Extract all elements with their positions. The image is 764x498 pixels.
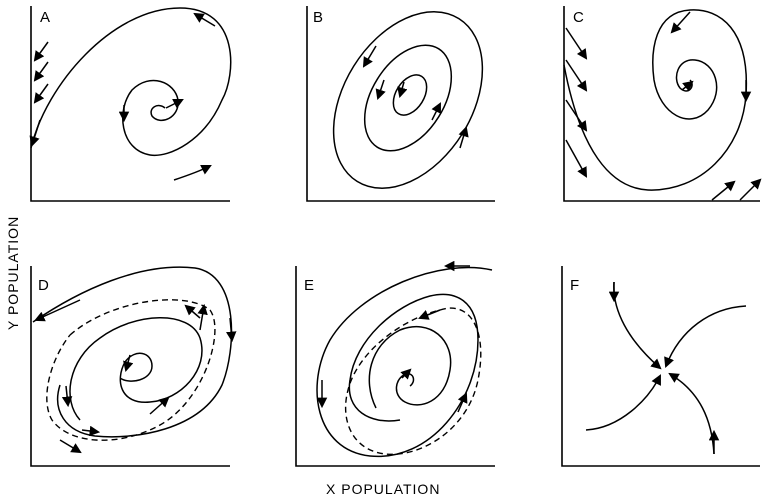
panel-a-axes <box>30 6 230 202</box>
panel-f-trajectory-right <box>664 305 747 368</box>
panel-e: E <box>295 260 495 467</box>
panel-a-arrow-left <box>29 119 41 148</box>
panel-c: C <box>563 6 762 202</box>
panel-e-limit-cycle <box>344 307 482 456</box>
panel-d-arrow-outer-right <box>226 317 237 343</box>
panel-f-letter: F <box>570 277 579 294</box>
panel-b-arrow-middle-right <box>431 102 441 121</box>
panel-a-spiral <box>30 7 232 157</box>
panel-c-edge-arrow-1 <box>565 27 588 60</box>
panel-e-letter: E <box>304 277 314 294</box>
panel-e-axes <box>295 266 495 467</box>
panel-b-arrow-inner <box>397 81 408 99</box>
panel-a-edge-arrow-2 <box>33 61 49 82</box>
x-axis-title: X POPULATION <box>326 481 440 497</box>
panel-d-arrow-mid-right <box>184 304 201 319</box>
y-axis-title: Y POPULATION <box>5 216 21 330</box>
panel-b-orbit-inner <box>392 74 428 116</box>
panel-a-edge-arrow-1 <box>33 41 49 62</box>
panel-d-arrow-outer <box>34 299 81 322</box>
panel-a-arrow-inner <box>165 99 184 109</box>
panel-f-axes <box>561 266 760 467</box>
panel-d-axes <box>30 266 230 467</box>
panel-e-outer-trajectory <box>316 266 493 458</box>
panel-b-arrow-middle <box>375 79 386 100</box>
panel-d-arrow-cycle-4 <box>59 439 82 454</box>
panel-d-arrow-inner <box>123 354 134 373</box>
panel-c-arrow-top <box>670 11 691 34</box>
panel-c-edge-arrow-6 <box>739 178 762 201</box>
panel-f-trajectory-top <box>613 281 662 370</box>
panel-f-trajectory-left <box>585 374 661 431</box>
panel-f: F <box>561 266 760 467</box>
panel-d-letter: D <box>38 277 49 294</box>
panel-d-arrow-cycle-1 <box>197 303 208 331</box>
panel-d: D <box>30 266 237 467</box>
panel-c-spiral <box>563 9 748 191</box>
panel-c-edge-arrow-5 <box>711 180 736 201</box>
panel-b-arrow-outer <box>362 45 377 68</box>
panel-b-axes <box>306 6 495 202</box>
panel-b-letter: B <box>313 9 323 26</box>
panel-c-arrow-inner <box>681 80 694 92</box>
panel-e-arrow-inner <box>400 368 412 380</box>
panel-b: B <box>306 6 495 202</box>
panel-b-orbit-middle <box>363 44 453 152</box>
panel-f-trajectory-bottom <box>668 372 715 455</box>
panel-d-arrow-cycle-3 <box>81 425 101 437</box>
panel-c-axes <box>563 6 760 202</box>
panel-d-limit-cycle <box>46 299 216 441</box>
panel-a-arrow-top <box>193 12 216 27</box>
panel-c-edge-arrow-4 <box>565 139 588 178</box>
panel-d-arrow-mid-left <box>61 385 73 408</box>
panel-c-edge-arrow-3 <box>565 99 588 132</box>
panel-c-letter: C <box>573 9 584 26</box>
panel-e-inner-spiral <box>368 325 452 409</box>
panel-d-inner-spiral <box>69 317 203 421</box>
panel-b-arrow-outer-right <box>458 125 469 149</box>
panel-e-arrow-right <box>457 392 468 413</box>
panel-b-orbit-outer <box>332 11 484 189</box>
panel-a-edge-arrow-3 <box>33 83 49 104</box>
panel-a: A <box>29 6 232 202</box>
panel-d-outer-trajectory <box>32 266 233 438</box>
panel-c-edge-arrow-2 <box>565 59 588 92</box>
panel-a-letter: A <box>40 9 50 26</box>
panel-d-arrow-cycle-2 <box>149 396 170 415</box>
panel-e-arrow-mid <box>418 309 441 320</box>
panel-a-edge-arrow-4 <box>173 165 212 181</box>
